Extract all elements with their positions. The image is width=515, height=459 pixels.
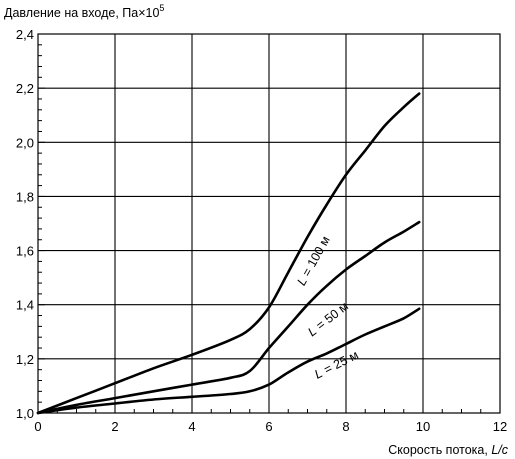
x-tick-label: 4 — [188, 419, 195, 434]
y-tick-label: 1,6 — [16, 244, 34, 259]
curve-label-l100: L = 100 м — [294, 234, 332, 288]
x-tick-label: 2 — [111, 419, 118, 434]
series-line-l100 — [36, 92, 421, 415]
y-tick-label: 1,8 — [16, 189, 34, 204]
x-tick-label: 10 — [416, 419, 430, 434]
y-tick-label: 1,2 — [16, 352, 34, 367]
y-axis-title: Давление на входе, Па×105 — [4, 3, 164, 20]
y-tick-label: 1,0 — [16, 406, 34, 421]
y-axis-title-superscript: 5 — [159, 3, 164, 13]
x-axis-title: Скорость потока, L/c — [388, 443, 509, 457]
y-tick-label: 1,4 — [16, 298, 34, 313]
y-tick-label: 2,2 — [16, 81, 34, 96]
x-axis-title-unit: L/c — [491, 443, 508, 457]
y-tick-label: 2,4 — [16, 27, 34, 42]
x-tick-label: 8 — [342, 419, 349, 434]
curve-label-value: = 100 м — [298, 234, 333, 282]
series-lines — [36, 92, 421, 415]
y-axis-title-text: Давление на входе, Па×10 — [4, 6, 159, 20]
plot-frame — [37, 33, 501, 414]
x-axis-title-text: Скорость потока, — [388, 443, 491, 457]
y-tick-label: 2,0 — [16, 135, 34, 150]
grid-lines — [38, 34, 500, 413]
series-line-l25 — [36, 307, 421, 415]
x-tick-labels: 0 2 4 6 8 10 12 — [34, 419, 507, 434]
curve-label-l25: L = 25 м — [312, 348, 360, 382]
curve-label-value: = 25 м — [318, 348, 360, 379]
series-line-l50 — [36, 220, 421, 415]
x-tick-label: 0 — [34, 419, 41, 434]
x-tick-label: 6 — [265, 419, 272, 434]
y-tick-labels: 1,0 1,2 1,4 1,6 1,8 2,0 2,2 2,4 — [16, 27, 34, 421]
x-tick-label: 12 — [493, 419, 507, 434]
